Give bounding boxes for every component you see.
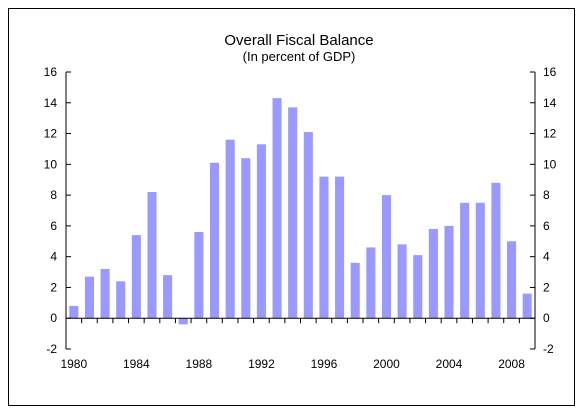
x-tick-label-2000: 2000 [373,357,400,371]
bar-1988 [194,232,204,319]
bar-1989 [209,162,220,319]
right-tick-label: 8 [543,188,550,202]
x-tick-label-1988: 1988 [186,357,213,371]
left-tick-label: 6 [50,219,57,233]
right-tick-label: 16 [543,65,557,79]
bar-1980 [69,305,79,319]
right-tick-label: 4 [543,250,550,264]
left-tick-label: 0 [50,311,57,325]
bar-1982 [100,268,110,319]
right-axis-tick-labels: -2 0 2 4 6 8 10 12 14 16 [543,65,557,356]
bar-1990 [225,139,235,319]
bar-1981 [84,276,94,319]
bar-1992 [256,144,266,319]
right-tick-label: 0 [543,311,550,325]
bar-2004 [444,225,454,319]
right-tick-label: -2 [543,342,554,356]
x-tick-label-1996: 1996 [311,357,338,371]
left-tick-label: 10 [44,157,58,171]
bar-1995 [303,132,313,319]
bar-2000 [381,195,392,319]
bar-1993 [272,98,282,319]
right-tick-label: 2 [543,280,550,294]
left-axis-tick-labels: -2 0 2 4 6 8 10 12 14 16 [44,65,58,356]
right-tick-label: 12 [543,127,557,141]
bar-2009 [522,293,532,319]
x-axis-tick-labels: 1980 1984 1988 1992 1996 2000 2004 2008 [60,357,525,371]
axes [65,71,536,350]
left-tick-label: 14 [44,96,58,110]
bar-series [69,98,532,325]
bar-1986 [163,275,173,319]
bar-1998 [350,262,360,319]
bar-1984 [131,235,141,319]
right-tick-label: 14 [543,96,557,110]
bar-1983 [116,281,126,319]
bar-1994 [288,107,298,319]
x-tick-label-1980: 1980 [60,357,87,371]
bar-1991 [241,158,251,319]
bar-2001 [397,244,407,319]
bar-1996 [319,176,329,319]
bar-2003 [428,228,438,319]
chart-frame: Overall Fiscal Balance (In percent of GD… [8,8,575,406]
bar-1999 [366,247,376,319]
x-tick-label-1984: 1984 [123,357,150,371]
bar-2006 [475,202,485,319]
bar-1997 [335,176,345,319]
bar-1985 [147,192,157,319]
left-tick-label: 8 [50,188,57,202]
chart-title: Overall Fiscal Balance [224,32,373,49]
left-tick-label: 2 [50,280,57,294]
bar-2008 [507,241,517,319]
x-tick-label-1992: 1992 [248,357,275,371]
left-tick-label: -2 [46,342,57,356]
left-tick-label: 16 [44,65,58,79]
right-tick-label: 6 [543,219,550,233]
bar-2007 [491,182,501,319]
bar-1987 [178,318,188,325]
bar-2002 [413,255,423,319]
chart-subtitle: (In percent of GDP) [243,49,356,64]
x-tick-label-2008: 2008 [498,357,525,371]
x-tick-label-2004: 2004 [436,357,463,371]
right-tick-label: 10 [543,157,557,171]
left-tick-label: 12 [44,127,58,141]
bar-2005 [460,202,470,319]
fiscal-balance-chart: Overall Fiscal Balance (In percent of GD… [44,32,557,371]
left-tick-label: 4 [50,250,57,264]
